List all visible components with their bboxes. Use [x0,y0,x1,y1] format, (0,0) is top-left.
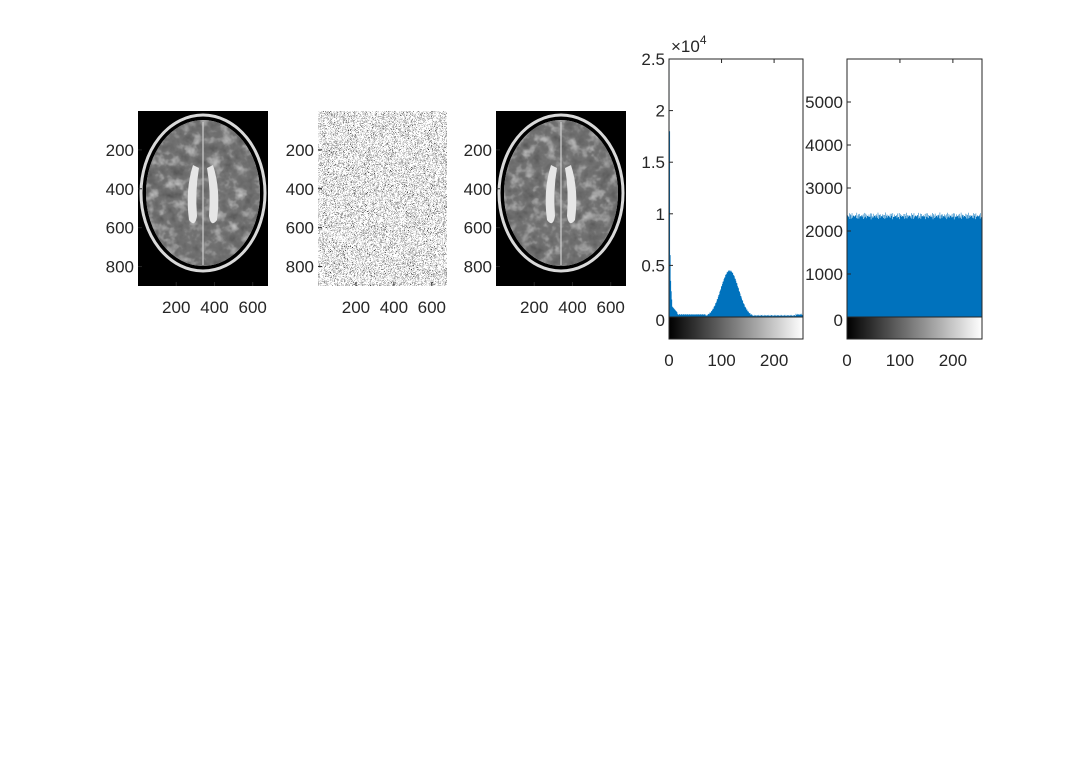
x-tick-label: 400 [200,298,228,317]
y-tick-label: 400 [106,180,134,199]
x-tick-label: 600 [239,298,267,317]
y-tick-label: 2000 [805,222,843,241]
y-tick-label: 1 [656,205,665,224]
y-tick-label: 400 [286,180,314,199]
x-tick-label: 400 [380,298,408,317]
y-tick-label: 0 [834,311,843,330]
panel-decrypted-image [496,111,626,286]
y-axis-exponent: ×104 [671,33,707,56]
panel-original-image [138,111,268,286]
y-tick-label: 1.5 [641,153,665,172]
y-tick-label: 800 [286,258,314,277]
grayscale-colorbar [668,316,804,340]
histogram-encrypted [846,212,983,340]
x-tick-label: 100 [886,351,914,370]
panel-encrypted-image [318,111,447,286]
x-tick-label: 200 [520,298,548,317]
x-tick-label: 600 [418,298,446,317]
y-tick-label: 800 [106,258,134,277]
x-tick-label: 100 [707,351,735,370]
y-tick-label: 200 [464,141,492,160]
x-tick-label: 600 [597,298,625,317]
y-tick-label: 0 [656,311,665,330]
x-tick-label: 200 [162,298,190,317]
histogram-encrypted-bars [847,212,982,317]
x-tick-label: 200 [939,351,967,370]
y-tick-label: 600 [464,219,492,238]
y-tick-label: 200 [106,141,134,160]
brain-scan-image-decrypted [497,113,625,273]
y-tick-label: 600 [106,219,134,238]
y-tick-label: 200 [286,141,314,160]
y-tick-label: 400 [464,180,492,199]
y-tick-label: 600 [286,219,314,238]
y-tick-label: 800 [464,258,492,277]
brain-scan-image [139,113,267,273]
y-tick-label: 4000 [805,136,843,155]
noise-image [318,111,447,286]
y-tick-label: 1000 [805,265,843,284]
y-tick-label: 3000 [805,179,843,198]
y-tick-label: 2.5 [641,50,665,69]
x-tick-label: 400 [558,298,586,317]
x-tick-label: 200 [342,298,370,317]
histogram-original-bars [669,59,803,317]
y-tick-label: 5000 [805,93,843,112]
plot-frame [668,58,804,318]
y-tick-label: 0.5 [641,256,665,275]
x-tick-label: 0 [664,351,673,370]
grayscale-colorbar [846,316,983,340]
histogram-original [668,59,804,340]
x-tick-label: 200 [760,351,788,370]
x-tick-label: 0 [842,351,851,370]
y-tick-label: 2 [656,102,665,121]
